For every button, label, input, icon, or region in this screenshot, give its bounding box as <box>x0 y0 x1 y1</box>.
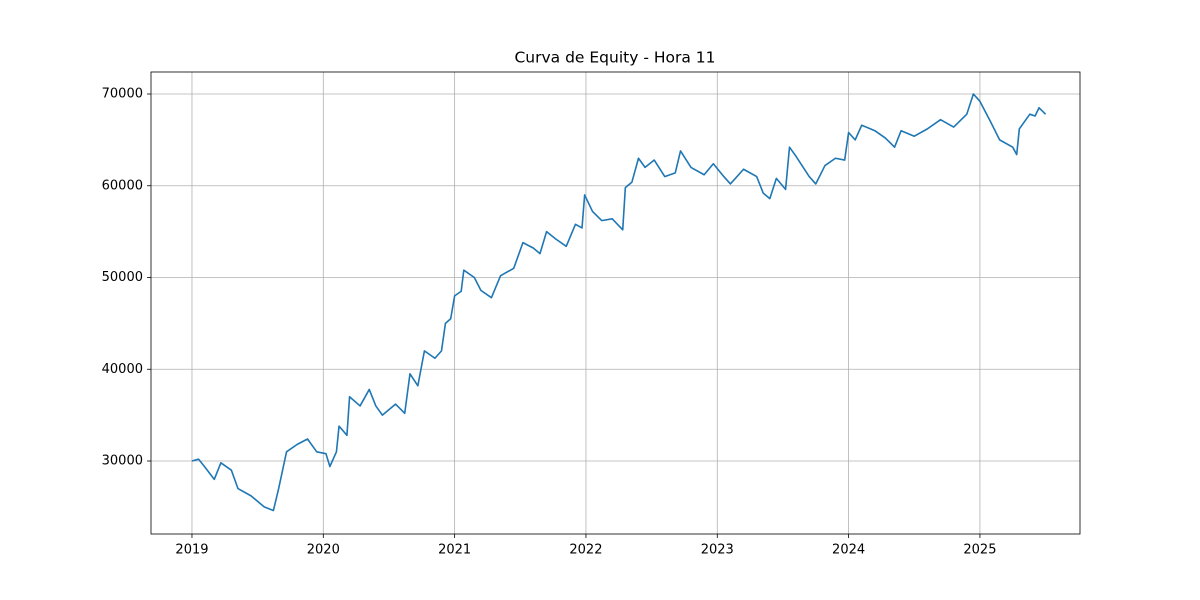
plot-frame <box>150 71 1081 535</box>
y-tick-label: 70000 <box>102 87 143 102</box>
y-tick-label: 40000 <box>102 362 143 377</box>
x-tick-label: 2023 <box>701 543 734 558</box>
y-tick-label: 50000 <box>102 270 143 285</box>
line-series <box>191 93 1047 512</box>
x-tick-label: 2021 <box>438 543 471 558</box>
x-tick-label: 2020 <box>307 543 340 558</box>
x-tick-label: 2019 <box>175 543 208 558</box>
y-tick-label: 30000 <box>102 454 143 469</box>
y-tick-label: 60000 <box>102 178 143 193</box>
chart-title: Curva de Equity - Hora 11 <box>514 49 715 67</box>
x-tick-label: 2024 <box>832 543 865 558</box>
x-tick-label: 2022 <box>569 543 602 558</box>
x-tick-label: 2025 <box>963 543 996 558</box>
